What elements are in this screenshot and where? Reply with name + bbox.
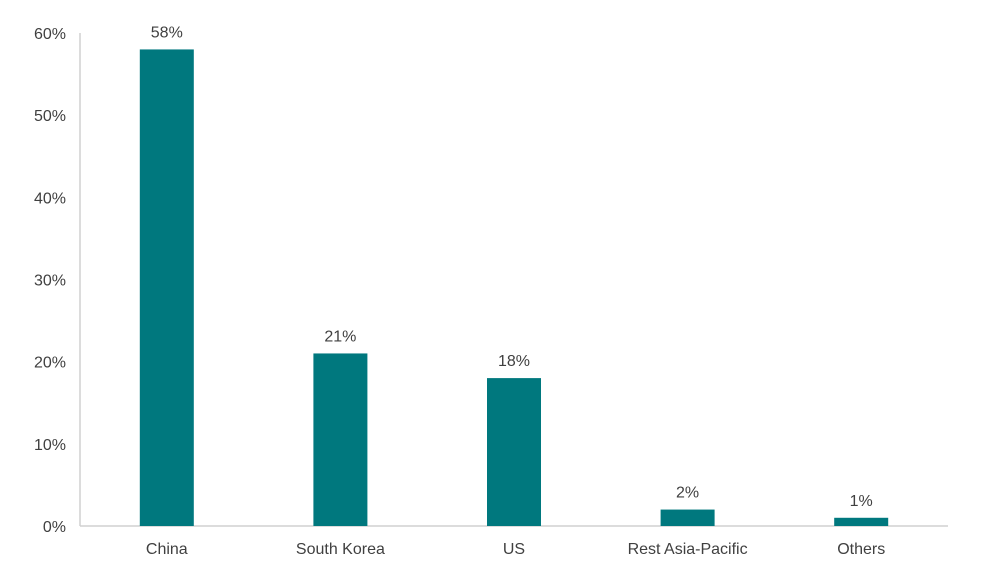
x-tick-label: Others [837,541,885,558]
x-tick-label: Rest Asia-Pacific [628,541,748,558]
bar-china [139,49,194,526]
y-tick-label: 0% [43,519,66,536]
y-tick-label: 20% [34,355,66,372]
y-tick-label: 10% [34,437,66,454]
x-tick-label: South Korea [296,541,385,558]
x-tick-label: US [503,541,525,558]
y-tick-label: 60% [34,26,66,43]
bar-others [834,517,889,526]
bar-us [487,378,541,526]
y-tick-label: 50% [34,108,66,125]
y-tick-label: 30% [34,273,66,290]
bar-rest-asia-pacific [660,509,715,526]
data-label: 58% [151,24,183,41]
data-label: 1% [850,493,873,510]
data-label: 21% [324,328,356,345]
bar-south-korea [313,353,368,526]
data-label: 18% [498,353,530,370]
y-tick-label: 40% [34,190,66,207]
data-label: 2% [676,485,699,502]
x-tick-label: China [146,541,188,558]
